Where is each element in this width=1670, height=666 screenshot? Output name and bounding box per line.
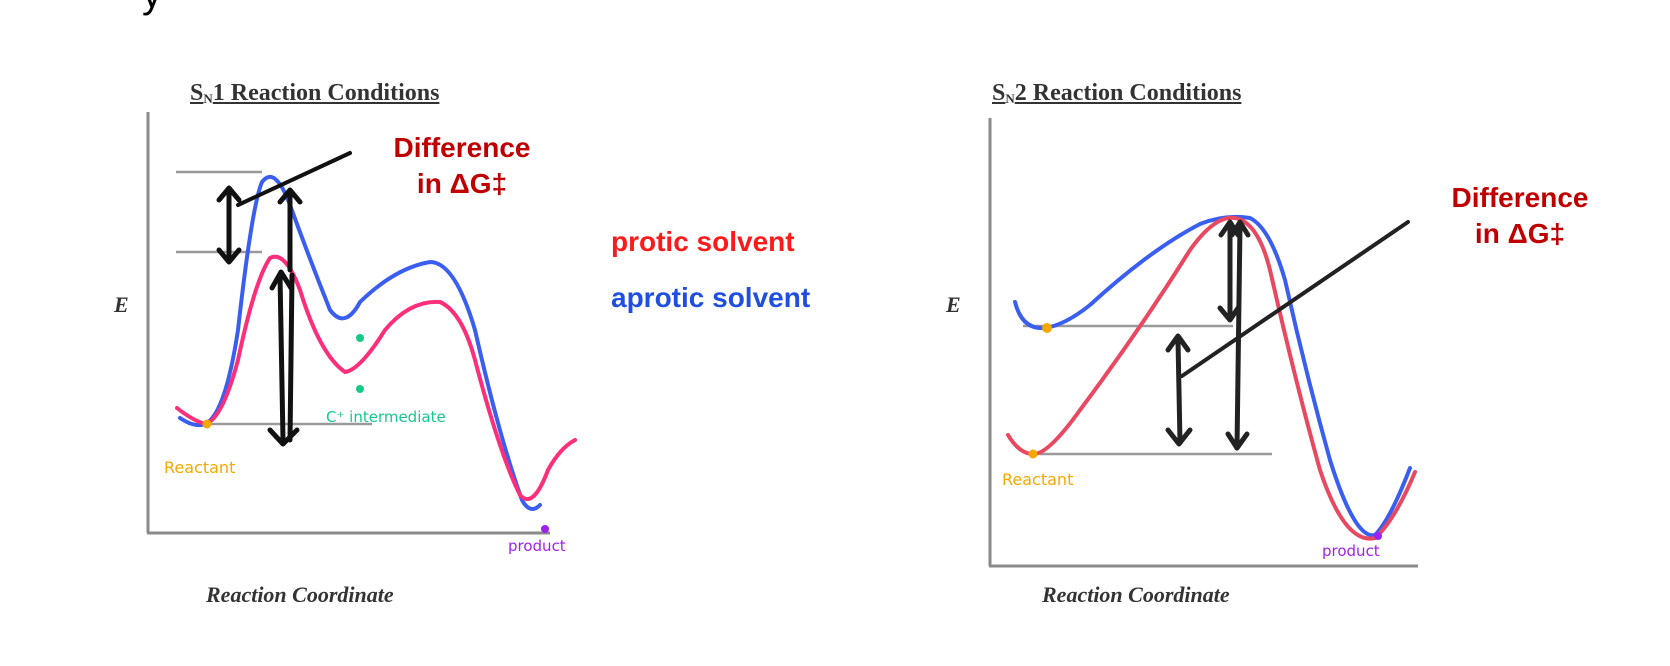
sn2-panel-title: SN2 Reaction Conditions: [992, 80, 1242, 106]
sn2-difference-annotation: Difference in ΔG‡: [1451, 182, 1589, 249]
sn2-delta-g-arrows: [1165, 219, 1410, 451]
legend-aprotic: aprotic solvent: [611, 282, 811, 313]
sn2-protic-curve: [1006, 215, 1417, 541]
sn1-aprotic-curve: [178, 175, 542, 511]
sn1-intermediate-dot-aprotic: [356, 334, 364, 342]
sn2-x-axis-label: Reaction Coordinate: [1042, 582, 1230, 607]
sn1-intermediate-label: C⁺ intermediate: [326, 408, 446, 426]
sn2-product-label: product: [1322, 542, 1380, 560]
sn1-product-label: product: [508, 537, 566, 555]
sn1-difference-annotation: Difference in ΔG‡: [393, 132, 531, 199]
sn2-aprotic-curve: [1013, 214, 1412, 538]
legend-protic: protic solvent: [611, 226, 795, 257]
sn2-reactant-dot-protic: [1028, 449, 1038, 459]
sn1-intermediate-dot-protic: [356, 385, 364, 393]
sn1-reactant-dot: [202, 419, 212, 429]
sn1-delta-g-arrows: [216, 151, 352, 447]
header-partial-text: y: [142, 0, 162, 17]
sn2-y-axis-label: E: [946, 292, 961, 317]
sn2-axes: [988, 118, 1418, 568]
sn1-axes: [146, 112, 550, 535]
sn1-reactant-label: Reactant: [164, 458, 236, 477]
sn1-x-axis-label: Reaction Coordinate: [206, 582, 394, 607]
sn2-product-dot: [1374, 532, 1382, 540]
sn1-y-axis-label: E: [114, 292, 129, 317]
sn1-panel-title: SN1 Reaction Conditions: [190, 80, 440, 106]
sn2-reactant-dot-aprotic: [1042, 323, 1052, 333]
sn1-protic-curve: [175, 254, 577, 502]
sn2-reactant-label: Reactant: [1002, 470, 1074, 489]
sn1-energy-levels: [176, 170, 372, 426]
sn1-product-dot: [541, 525, 549, 533]
